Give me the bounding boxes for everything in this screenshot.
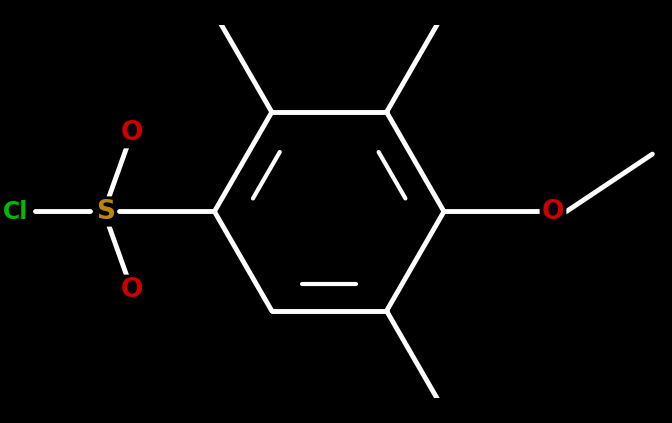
Text: Cl: Cl — [3, 200, 29, 223]
Text: S: S — [96, 198, 115, 225]
Text: O: O — [120, 277, 142, 303]
Text: O: O — [120, 120, 142, 146]
Text: O: O — [542, 198, 564, 225]
